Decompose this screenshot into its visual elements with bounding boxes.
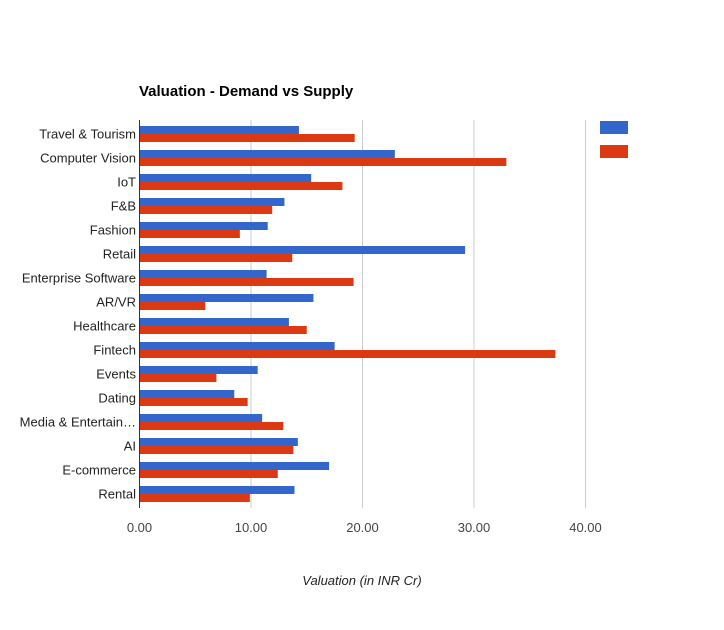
bar-series-1-9 [139, 342, 335, 350]
category-label: Healthcare [73, 319, 136, 334]
category-label: E-commerce [62, 463, 136, 478]
category-label: F&B [111, 199, 136, 214]
x-tick-label: 40.00 [569, 520, 602, 535]
x-tick-label: 20.00 [346, 520, 379, 535]
bar-series-2-15 [139, 494, 250, 502]
category-label: Enterprise Software [22, 271, 136, 286]
bar-series-1-5 [139, 246, 466, 254]
bar-series-1-0 [139, 126, 299, 134]
bar-series-1-15 [139, 486, 295, 494]
bar-series-2-6 [139, 278, 354, 286]
bar-series-2-4 [139, 230, 240, 238]
bar-series-1-4 [139, 222, 268, 230]
category-labels: Travel & Tourism Computer Vision IoT F&B Fas… [20, 127, 137, 502]
category-label: Fintech [93, 343, 136, 358]
bar-series-1-8 [139, 318, 289, 326]
category-label: Retail [103, 247, 136, 262]
bar-series-2-14 [139, 470, 278, 478]
bar-series-1-12 [139, 414, 263, 422]
x-tick-label: 0.00 [127, 520, 152, 535]
bar-series-2-2 [139, 182, 343, 190]
bar-series-2-12 [139, 422, 284, 430]
bar-series-2-10 [139, 374, 217, 382]
bar-series-1-11 [139, 390, 235, 398]
bar-series-1-7 [139, 294, 314, 302]
bar-series-2-5 [139, 254, 293, 262]
legend-swatch-series-2 [600, 145, 628, 158]
chart-title: Valuation - Demand vs Supply [139, 83, 354, 100]
bar-series-2-7 [139, 302, 206, 310]
bar-series-2-13 [139, 446, 294, 454]
bar-series-1-6 [139, 270, 267, 278]
bars [139, 126, 556, 502]
bar-series-2-1 [139, 158, 507, 166]
category-label: Events [96, 367, 136, 382]
x-tick-label: 10.00 [235, 520, 268, 535]
category-label: IoT [117, 175, 136, 190]
category-label: Fashion [90, 223, 136, 238]
bar-series-1-3 [139, 198, 285, 206]
bar-series-2-0 [139, 134, 355, 142]
category-label: Media & Entertain… [20, 415, 136, 430]
bar-series-1-10 [139, 366, 258, 374]
x-axis-title: Valuation (in INR Cr) [302, 573, 421, 588]
bar-series-2-11 [139, 398, 248, 406]
legend [600, 121, 628, 158]
category-label: AR/VR [96, 295, 136, 310]
category-label: Travel & Tourism [39, 127, 136, 142]
bar-series-2-3 [139, 206, 273, 214]
category-label: Rental [98, 487, 136, 502]
category-label: Dating [98, 391, 136, 406]
x-tick-labels: 0.00 10.00 20.00 30.00 40.00 [127, 520, 602, 535]
bar-series-2-9 [139, 350, 556, 358]
category-label: AI [124, 439, 136, 454]
bar-series-1-2 [139, 174, 312, 182]
bar-series-1-13 [139, 438, 298, 446]
category-label: Computer Vision [40, 151, 136, 166]
bar-series-1-1 [139, 150, 395, 158]
bar-series-2-8 [139, 326, 307, 334]
bar-series-1-14 [139, 462, 330, 470]
legend-swatch-series-1 [600, 121, 628, 134]
x-tick-label: 30.00 [458, 520, 491, 535]
